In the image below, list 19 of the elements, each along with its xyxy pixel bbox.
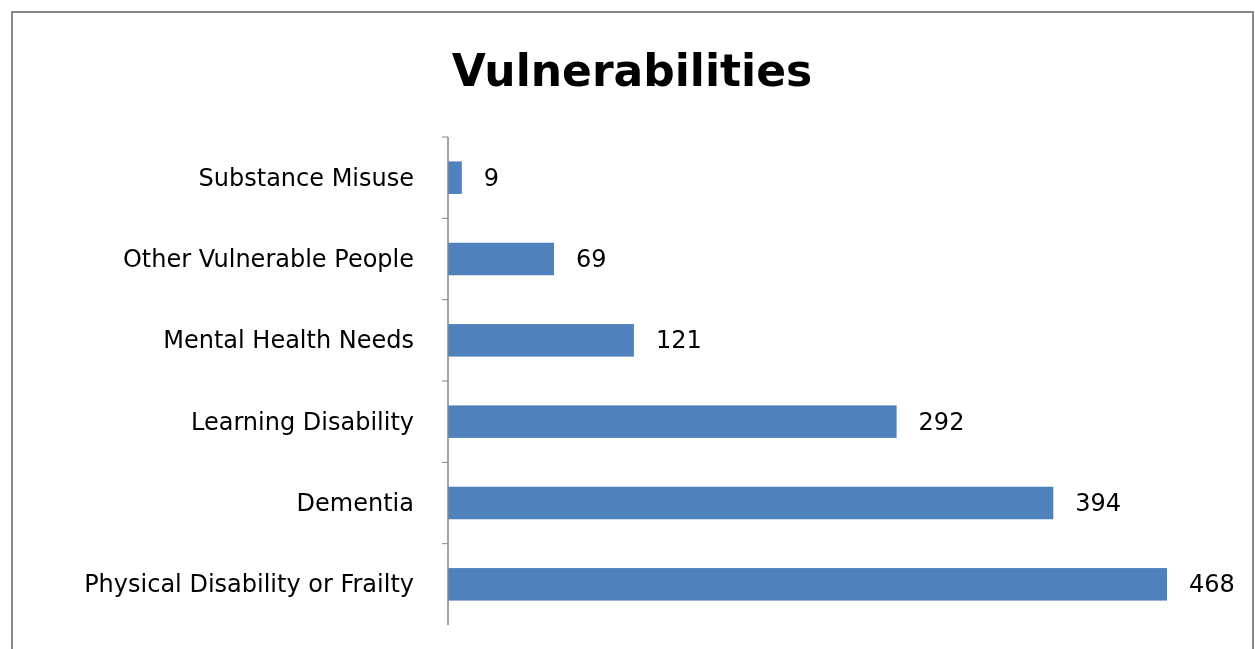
data-label: 292 (918, 407, 965, 436)
bar (448, 568, 1167, 601)
bar (448, 486, 1054, 520)
data-label: 9 (483, 163, 500, 192)
data-label: 468 (1189, 570, 1235, 599)
bar (448, 161, 462, 194)
data-label: 394 (1075, 489, 1122, 517)
y-tick-label: Other Vulnerable People (122, 245, 414, 273)
data-label: 121 (655, 326, 702, 355)
bar (448, 324, 634, 357)
y-tick-label: Physical Disability or Frailty (84, 570, 414, 599)
chart-title: Vulnerabilities (451, 45, 813, 96)
y-tick-label: Learning Disability (190, 407, 414, 436)
y-tick-label: Mental Health Needs (163, 326, 414, 355)
bar (448, 405, 897, 438)
y-tick-label: Substance Misuse (198, 163, 414, 192)
y-tick-label: Dementia (296, 489, 414, 517)
bar (448, 242, 555, 276)
data-label: 69 (576, 245, 607, 273)
